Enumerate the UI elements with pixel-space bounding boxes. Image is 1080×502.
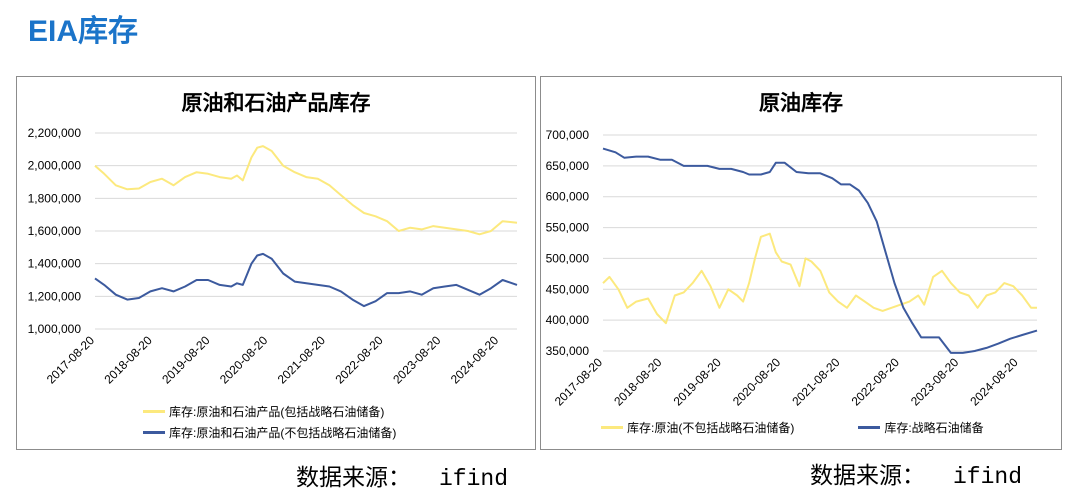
y-tick-label: 2,000,000 [28, 159, 82, 173]
legend-item-commercial-crude: 库存:原油(不包括战略石油储备) [601, 419, 794, 436]
y-tick-label: 2,200,000 [28, 126, 82, 140]
legend-label: 库存:原油(不包括战略石油储备) [627, 421, 795, 435]
x-tick-label: 2022-08-20 [849, 355, 903, 409]
y-tick-label: 350,000 [546, 344, 590, 358]
y-tick-label: 650,000 [546, 159, 590, 173]
chart-panel-crude-inventory: 原油库存 700,000 650,000 600,000 550,000 500,000… [540, 76, 1062, 450]
x-tick-label: 2020-08-20 [730, 355, 784, 409]
x-tick-label: 2023-08-20 [908, 355, 962, 409]
legend-label: 库存:原油和石油产品(包括战略石油储备) [169, 405, 385, 419]
chart-title: 原油库存 [759, 92, 843, 115]
x-tick-label: 2024-08-20 [448, 333, 502, 387]
x-tick-label: 2018-08-20 [611, 355, 665, 409]
source-label: 数据来源： [296, 465, 411, 491]
chart-legend: 库存:原油(不包括战略石油储备) 库存:战略石油储备 [601, 419, 1048, 436]
chart-plot: 2,200,000 2,000,000 1,800,000 1,600,000 1,40… [28, 126, 518, 387]
y-tick-label: 1,000,000 [28, 322, 82, 336]
y-tick-label: 700,000 [546, 128, 590, 142]
x-tick-label: 2017-08-20 [552, 355, 606, 409]
series-line [94, 145, 518, 236]
page-title: EIA库存 [28, 15, 139, 48]
y-tick-label: 500,000 [546, 251, 590, 265]
x-tick-label: 2019-08-20 [159, 333, 213, 387]
legend-label: 库存:原油和石油产品(不包括战略石油储备) [169, 426, 397, 440]
x-tick-label: 2022-08-20 [332, 333, 386, 387]
y-tick-label: 1,400,000 [28, 257, 82, 271]
legend-item-including-spr: 库存:原油和石油产品(包括战略石油储备) [143, 401, 396, 422]
y-tick-label: 450,000 [546, 282, 590, 296]
y-tick-label: 1,800,000 [28, 191, 82, 205]
chart-title: 原油和石油产品库存 [181, 92, 371, 115]
data-source-note: 数据来源： ifind [810, 456, 1022, 490]
series-line [602, 232, 1037, 325]
x-tick-label: 2020-08-20 [217, 333, 271, 387]
chart-legend: 库存:原油和石油产品(包括战略石油储备) 库存:原油和石油产品(不包括战略石油储… [143, 401, 396, 443]
chart-plot: 700,000 650,000 600,000 550,000 500,000 450,0… [546, 128, 1038, 409]
x-tick-label: 2024-08-20 [967, 355, 1021, 409]
data-source-note: 数据来源： ifind [296, 458, 508, 492]
legend-swatch [601, 426, 623, 429]
x-tick-label: 2023-08-20 [390, 333, 444, 387]
y-tick-label: 550,000 [546, 221, 590, 235]
legend-swatch [858, 426, 881, 429]
x-tick-label: 2017-08-20 [44, 333, 98, 387]
x-tick-label: 2021-08-20 [789, 355, 843, 409]
y-tick-label: 1,200,000 [28, 289, 82, 303]
legend-label: 库存:战略石油储备 [884, 421, 984, 435]
legend-item-spr: 库存:战略石油储备 [858, 419, 984, 436]
x-tick-label: 2019-08-20 [671, 355, 725, 409]
legend-swatch [143, 410, 165, 413]
source-value: ifind [439, 466, 509, 492]
legend-swatch [143, 431, 165, 434]
y-tick-label: 1,600,000 [28, 224, 82, 238]
y-tick-label: 400,000 [546, 313, 590, 327]
y-tick-label: 600,000 [546, 190, 590, 204]
chart-panel-total-inventory: 原油和石油产品库存 2,200,000 2,000,000 1,800,000 1,6… [16, 76, 536, 450]
series-line [94, 252, 518, 308]
x-tick-label: 2018-08-20 [102, 333, 156, 387]
source-label: 数据来源： [810, 463, 925, 489]
legend-item-excluding-spr: 库存:原油和石油产品(不包括战略石油储备) [143, 422, 396, 443]
source-value: ifind [953, 464, 1023, 490]
series-line [602, 147, 1038, 354]
x-tick-label: 2021-08-20 [275, 333, 329, 387]
